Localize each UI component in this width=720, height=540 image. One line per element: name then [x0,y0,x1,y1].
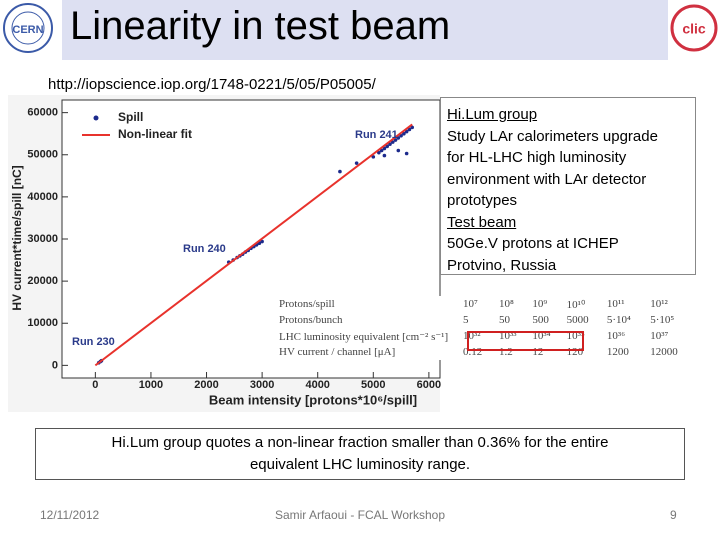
title-band [62,0,668,60]
y-tick-label: 50000 [27,149,58,161]
table-cell: 10³⁴ [532,330,551,342]
text-line: Test beam [447,213,517,231]
table-cell: 10³⁶ [606,330,626,342]
y-tick-label: 40000 [27,191,58,203]
spill-point [385,144,389,149]
plot: HV current*time/spill [nC] Beam intensit… [8,95,441,412]
text-line: Protvino, Russia [447,256,557,274]
spill-point [399,134,403,138]
table-cell: 500 [532,314,549,326]
run-label: Run 241 [355,129,398,141]
table-cell: 10⁸ [498,298,514,310]
spill-point [338,169,342,174]
row-label: LHC luminosity equivalent [cm⁻² s⁻¹] [279,330,449,343]
table-row: Protons/bunch 5 50 500 5000 5·10⁴ 5·10⁵ [277,312,697,328]
x-tick-label: 5000 [361,379,385,391]
legend-marker [93,115,99,121]
spill-point [388,142,392,147]
table-cell: 5·10⁴ [606,314,631,326]
x-tick-label: 0 [92,379,98,391]
cern-logo: CERN [3,3,53,53]
table-cell: 1200 [606,346,629,358]
spill-point [354,161,359,165]
spill-point [371,155,376,159]
table-cell: 10¹⁰ [566,298,586,311]
y-tick-label: 10000 [27,317,58,329]
spill-point [396,148,401,153]
table-row: LHC luminosity equivalent [cm⁻² s⁻¹] 10³²… [277,328,697,344]
footer-author: Samir Arfaoui - FCAL Workshop [274,508,446,522]
text-line: environment with LAr detector [447,170,647,188]
text-line: prototypes [447,192,518,209]
slide-title: Linearity in test beam [70,4,451,48]
spill-point [382,146,387,151]
table-cell: 10³³ [498,330,517,342]
source-url: http://iopscience.iop.org/1748-0221/5/05… [48,76,376,93]
text-line: for HL-LHC high luminosity [447,149,627,166]
x-tick-label: 1000 [139,379,163,391]
row-label: HV current / channel [μA] [279,346,396,358]
footer-date: 12/11/2012 [40,508,100,522]
spill-point [379,148,384,153]
x-tick-label: 3000 [250,379,274,391]
spill-point [390,140,395,144]
spill-point [260,239,264,244]
row-label: Protons/spill [279,298,335,310]
y-tick-label: 60000 [27,107,58,119]
note-line: Hi.Lum group quotes a non-linear fractio… [111,434,609,451]
table-cell: 10¹² [650,298,668,310]
x-axis-label: Beam intensity [protons*10⁶/spill] [209,392,417,407]
table-row: Protons/spill 10⁷ 10⁸ 10⁹ 10¹⁰ 10¹¹ 10¹² [277,296,697,312]
table-cell: 5 [463,314,469,326]
table-cell: 10¹¹ [606,298,625,310]
spill-point [377,150,381,155]
table-cell: 12 [532,346,544,358]
table-cell: 10³⁵ [566,330,585,342]
clic-logo: clic [670,4,718,52]
spill-point [393,138,398,142]
spill-point [404,129,409,134]
note-line: equivalent LHC luminosity range. [249,456,471,473]
y-axis-label: HV current*time/spill [nC] [10,165,24,310]
spill-point [402,131,406,136]
spill-point [404,151,409,156]
x-tick-label: 4000 [305,379,329,391]
run-label: Run 240 [183,243,226,255]
text-line: Study LAr calorimeters upgrade [447,127,658,145]
text-line: Hi.Lum group [447,106,538,123]
note-box: Hi.Lum group quotes a non-linear fractio… [35,428,685,480]
page-number: 9 [670,508,677,522]
table-cell: 5·10⁵ [650,314,675,326]
fit-line [94,123,413,367]
y-tick-label: 30000 [27,233,58,245]
x-tick-label: 6000 [417,379,441,391]
x-tick-label: 2000 [194,379,218,391]
logo-text: CERN [12,24,43,36]
table-cell: 10³⁷ [650,330,669,342]
table-cell: 10⁹ [532,298,548,310]
spill-point [407,127,412,132]
spill-point [410,125,415,130]
spill-point [396,136,401,140]
legend-label: Non-linear fit [118,127,192,141]
table-cell: 10⁷ [463,298,478,310]
spill-point [382,153,387,158]
legend-label: Spill [118,110,143,124]
y-tick-label: 0 [52,359,58,371]
text-box: Hi.Lum group Study LAr calorimeters upgr… [440,97,696,275]
logo-text: clic [682,21,706,37]
row-label: Protons/bunch [279,314,343,326]
run-label: Run 230 [72,336,115,348]
highlight-box [467,331,584,351]
table-cell: 5000 [566,314,589,326]
y-tick-label: 20000 [27,275,58,287]
table-cell: 50 [498,314,510,326]
text-line: 50Ge.V protons at ICHEP [447,235,619,252]
table-cell: 12000 [650,346,678,358]
